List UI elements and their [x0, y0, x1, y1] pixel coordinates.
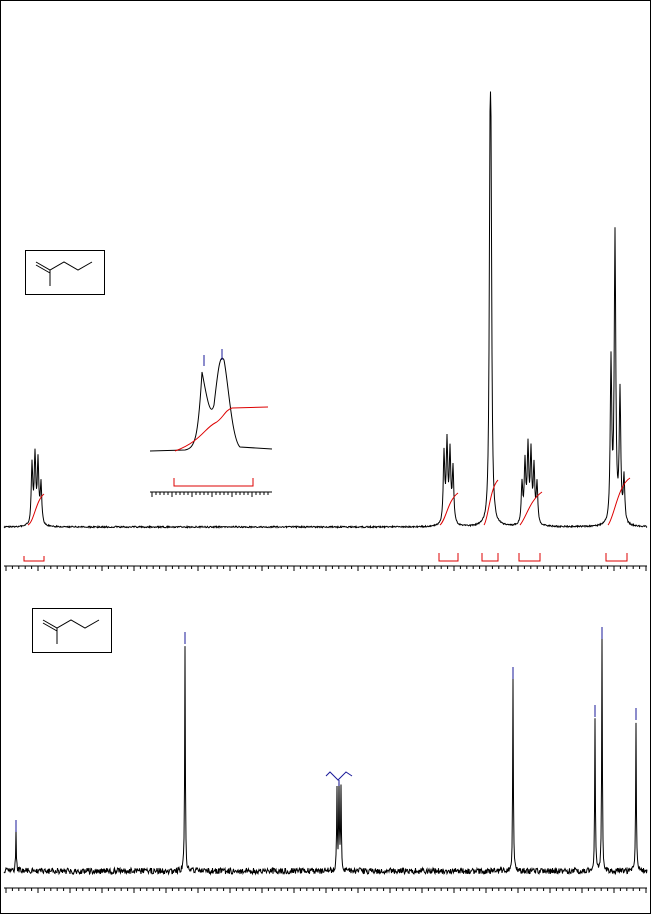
h-axis-ticks — [6, 566, 646, 571]
frame — [1, 1, 651, 914]
tick-marks — [6, 566, 646, 571]
page: (() => { const data = JSON.parse(documen… — [0, 0, 651, 914]
spectra-figure — [0, 0, 651, 914]
tick-marks — [6, 888, 646, 893]
c-axis-ticks — [6, 888, 646, 893]
